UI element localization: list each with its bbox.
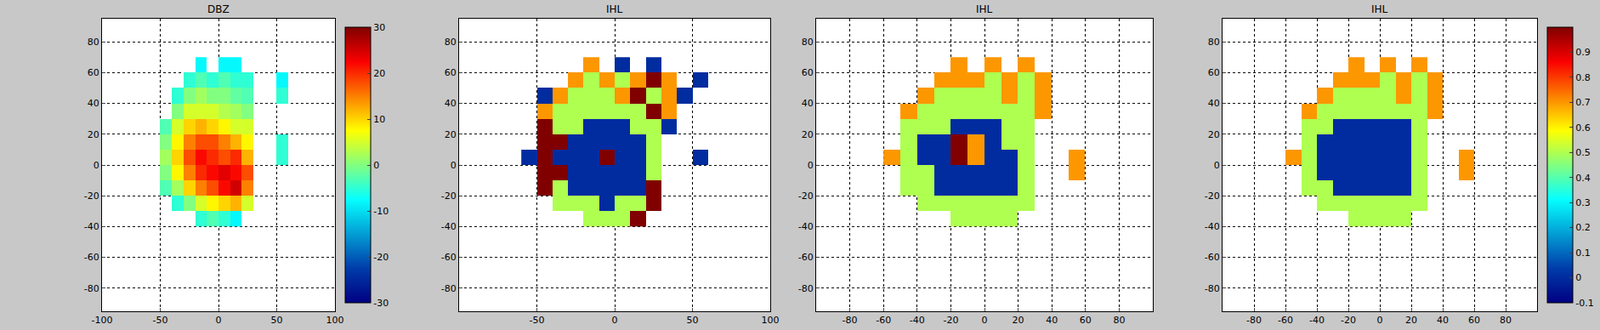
svg-text:IHL: IHL (606, 3, 624, 16)
svg-text:40: 40 (801, 97, 814, 109)
svg-text:0: 0 (807, 159, 814, 171)
svg-text:60: 60 (1208, 67, 1220, 79)
svg-text:80: 80 (1112, 314, 1125, 326)
svg-text:40: 40 (1436, 314, 1449, 326)
svg-text:80: 80 (87, 36, 100, 48)
svg-text:-40: -40 (1204, 221, 1220, 233)
svg-text:60: 60 (1079, 314, 1092, 326)
svg-text:0.8: 0.8 (1575, 72, 1591, 84)
svg-text:50: 50 (686, 314, 699, 326)
svg-text:-40: -40 (1309, 314, 1325, 326)
svg-text:0.5: 0.5 (1575, 147, 1591, 159)
svg-text:-20: -20 (441, 190, 457, 202)
svg-text:0: 0 (981, 314, 988, 326)
svg-text:0.3: 0.3 (1575, 197, 1591, 209)
svg-text:-40: -40 (441, 221, 457, 233)
svg-text:-20: -20 (373, 251, 389, 263)
svg-text:-80: -80 (84, 283, 100, 295)
svg-text:-20: -20 (942, 314, 959, 326)
svg-text:DBZ: DBZ (207, 3, 230, 16)
svg-text:60: 60 (1468, 314, 1481, 326)
svg-text:0.7: 0.7 (1575, 96, 1591, 108)
svg-text:-50: -50 (153, 314, 169, 326)
svg-text:-40: -40 (909, 314, 925, 326)
svg-text:0.1: 0.1 (1575, 247, 1591, 259)
svg-text:0: 0 (1214, 159, 1220, 171)
svg-text:10: 10 (373, 113, 386, 125)
svg-text:0: 0 (612, 314, 619, 326)
svg-text:-40: -40 (84, 221, 100, 233)
svg-text:0.6: 0.6 (1575, 122, 1591, 134)
svg-text:50: 50 (271, 314, 284, 326)
svg-text:40: 40 (444, 97, 457, 109)
svg-text:30: 30 (373, 22, 386, 34)
svg-text:100: 100 (326, 314, 345, 326)
svg-text:0.9: 0.9 (1575, 46, 1591, 58)
svg-text:0: 0 (1377, 314, 1384, 326)
svg-text:20: 20 (1012, 314, 1025, 326)
svg-text:-60: -60 (798, 251, 814, 263)
svg-text:0: 0 (450, 159, 457, 171)
svg-text:-60: -60 (441, 251, 457, 263)
svg-text:40: 40 (1045, 314, 1058, 326)
svg-text:0.4: 0.4 (1575, 172, 1591, 184)
svg-text:60: 60 (444, 67, 457, 79)
svg-text:20: 20 (1405, 314, 1418, 326)
svg-text:-60: -60 (875, 314, 891, 326)
svg-text:0: 0 (93, 159, 100, 171)
svg-text:-30: -30 (373, 297, 389, 309)
svg-text:40: 40 (87, 97, 100, 109)
svg-text:-80: -80 (441, 283, 457, 295)
svg-text:80: 80 (1499, 314, 1512, 326)
svg-text:-20: -20 (1204, 190, 1220, 202)
svg-text:20: 20 (801, 129, 814, 141)
svg-text:20: 20 (87, 129, 100, 141)
svg-text:IHL: IHL (1371, 3, 1389, 16)
svg-text:-20: -20 (798, 190, 814, 202)
svg-text:0: 0 (215, 314, 222, 326)
svg-text:-60: -60 (84, 251, 100, 263)
svg-text:40: 40 (1208, 97, 1220, 109)
svg-text:60: 60 (801, 67, 814, 79)
svg-text:-60: -60 (1277, 314, 1294, 326)
svg-text:20: 20 (373, 68, 386, 80)
svg-text:-10: -10 (373, 205, 389, 217)
svg-text:0.2: 0.2 (1575, 221, 1591, 233)
svg-text:60: 60 (87, 67, 100, 79)
svg-text:20: 20 (444, 129, 457, 141)
svg-text:-60: -60 (1204, 251, 1220, 263)
svg-text:IHL: IHL (975, 3, 993, 16)
svg-text:-0.1: -0.1 (1575, 297, 1594, 309)
svg-text:80: 80 (801, 36, 814, 48)
svg-text:-100: -100 (91, 314, 114, 326)
svg-text:-80: -80 (1246, 314, 1262, 326)
svg-text:-50: -50 (529, 314, 545, 326)
svg-text:80: 80 (1208, 36, 1220, 48)
svg-text:-40: -40 (798, 221, 814, 233)
svg-text:0: 0 (1575, 272, 1582, 284)
svg-text:-80: -80 (842, 314, 858, 326)
svg-text:20: 20 (1208, 129, 1220, 141)
svg-text:-80: -80 (798, 283, 814, 295)
svg-text:0: 0 (373, 159, 380, 171)
svg-text:-80: -80 (1204, 283, 1220, 295)
svg-text:80: 80 (444, 36, 457, 48)
svg-text:-20: -20 (1340, 314, 1357, 326)
svg-text:-20: -20 (84, 190, 100, 202)
svg-text:100: 100 (761, 314, 780, 326)
